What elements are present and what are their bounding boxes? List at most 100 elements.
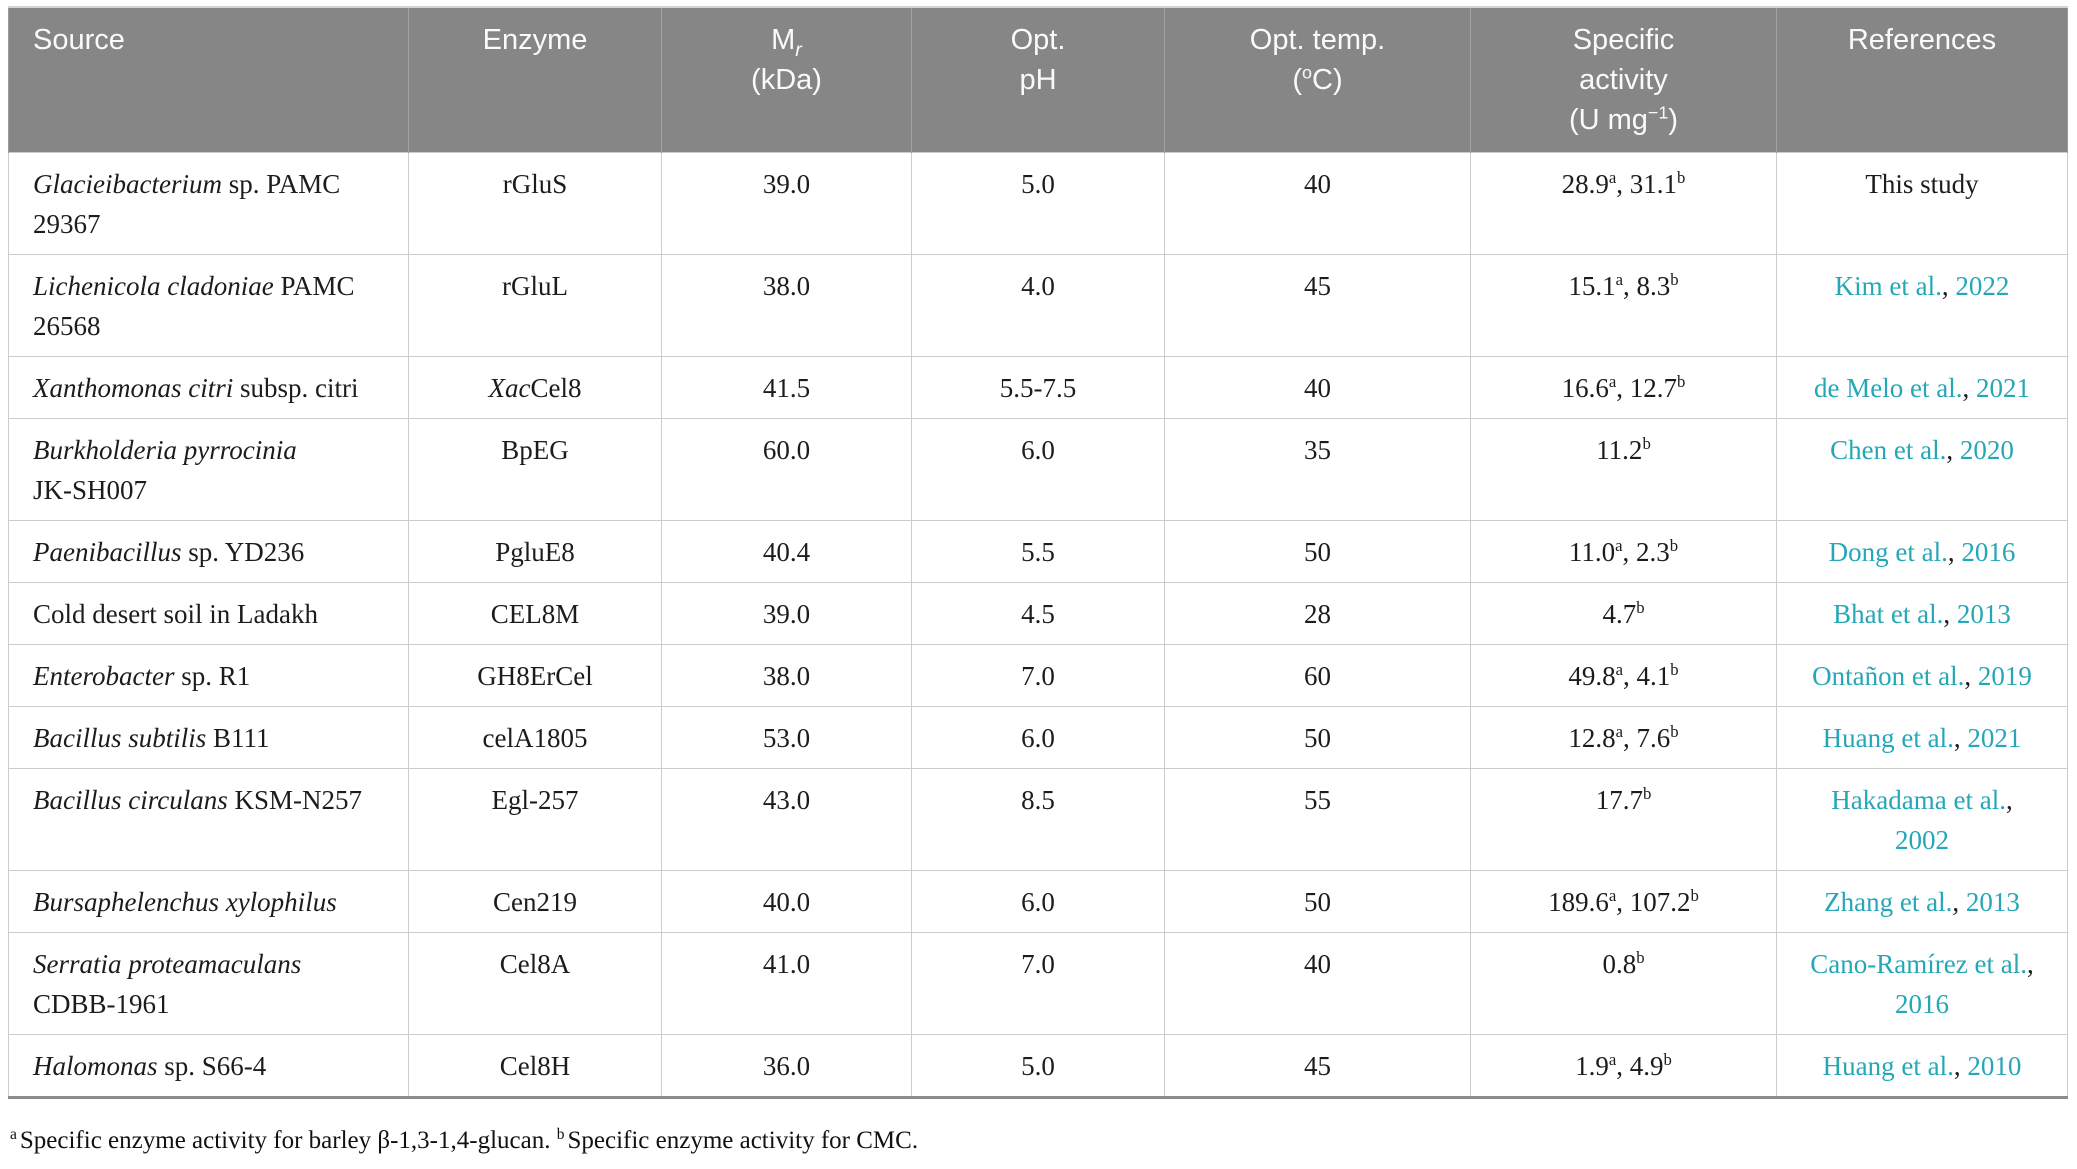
text-segment: , xyxy=(1964,661,1978,691)
superscript-marker: b xyxy=(1636,598,1645,617)
reference-link[interactable]: de Melo et al. xyxy=(1814,373,1963,403)
text-segment: , xyxy=(1947,537,1962,567)
text-segment: JK-SH007 xyxy=(33,475,148,505)
reference-link[interactable]: 2016 xyxy=(1895,989,1949,1019)
superscript-marker: a xyxy=(1608,1050,1617,1069)
text-segment: Specific enzyme activity for barley β-1,… xyxy=(19,1127,557,1154)
text-segment: Bacillus subtilis xyxy=(33,723,207,753)
cell-mr: 40.4 xyxy=(661,520,912,583)
cell-opt-ph: 8.5 xyxy=(911,768,1165,871)
reference-link[interactable]: Ontañon et al. xyxy=(1812,661,1965,691)
text-segment: Cen219 xyxy=(493,887,577,917)
table-header: Source Enzyme Mr (kDa) Opt. pH Opt. temp. (oC) S… xyxy=(8,7,2068,153)
cell-source: Cold desert soil in Ladakh xyxy=(8,582,409,645)
cell-opt-ph: 6.0 xyxy=(911,706,1165,769)
text-segment: References xyxy=(1847,24,1997,56)
superscript-marker: a xyxy=(1615,270,1624,289)
reference-link[interactable]: Bhat et al. xyxy=(1833,599,1944,629)
column-header-opt-temp: Opt. temp. (oC) xyxy=(1164,7,1471,153)
text-segment: Bacillus circulans xyxy=(33,785,228,815)
table-row: Burkholderia pyrrocinia JK-SH007 BpEG 60.0… xyxy=(8,418,2068,521)
header-line: Enzyme xyxy=(417,20,653,60)
cell-opt-ph: 6.0 xyxy=(911,418,1165,521)
cell-source: Bursaphelenchus xylophilus xyxy=(8,870,409,933)
reference-link[interactable]: Dong et al. xyxy=(1828,537,1948,567)
text-segment: Burkholderia pyrrocinia xyxy=(33,435,297,465)
column-header-source: Source xyxy=(8,7,409,153)
text-segment: Cold desert soil in Ladakh xyxy=(33,599,318,629)
reference-link[interactable]: 2016 xyxy=(1961,537,2016,567)
cell-enzyme: CEL8M xyxy=(408,582,662,645)
cell-opt-ph: 5.0 xyxy=(911,152,1165,255)
cell-references: Dong et al., 2016 xyxy=(1776,520,2068,583)
reference-link[interactable]: 2002 xyxy=(1895,825,1949,855)
cell-opt-temp: 45 xyxy=(1164,254,1471,357)
cell-mr: 36.0 xyxy=(661,1034,912,1098)
cell-opt-temp: 28 xyxy=(1164,582,1471,645)
text-segment: celA1805 xyxy=(482,723,588,753)
text-segment: Cel8A xyxy=(499,949,571,979)
text-segment: Glacieibacterium xyxy=(33,169,222,199)
text-segment: sp. S66-4 xyxy=(157,1051,267,1081)
header-line: (U mg−1) xyxy=(1479,100,1768,140)
cell-enzyme: GH8ErCel xyxy=(408,644,662,707)
cell-enzyme: Cen219 xyxy=(408,870,662,933)
cell-specific-activity: 11.2b xyxy=(1470,418,1777,521)
cell-source: Enterobacter sp. R1 xyxy=(8,644,409,707)
reference-link[interactable]: Huang et al. xyxy=(1822,1051,1954,1081)
reference-link[interactable]: Zhang et al. xyxy=(1824,887,1953,917)
reference-link[interactable]: 2021 xyxy=(1967,723,2022,753)
reference-link[interactable]: 2013 xyxy=(1965,887,2020,917)
reference-link[interactable]: Hakadama et al. xyxy=(1831,785,2006,815)
cell-opt-temp: 50 xyxy=(1164,870,1471,933)
text-segment: Serratia proteamaculans xyxy=(33,949,302,979)
reference-link[interactable]: 2019 xyxy=(1977,661,2032,691)
text-segment: , xyxy=(1962,373,1976,403)
header-line: activity xyxy=(1479,60,1768,100)
cell-opt-ph: 5.0 xyxy=(911,1034,1165,1098)
cell-mr: 38.0 xyxy=(661,644,912,707)
cell-source: Serratia proteamaculans CDBB-1961 xyxy=(8,932,409,1035)
text-segment: , xyxy=(2005,785,2013,815)
reference-link[interactable]: 2013 xyxy=(1956,599,2011,629)
text-segment: CEL8M xyxy=(490,599,580,629)
reference-link[interactable]: Huang et al. xyxy=(1822,723,1954,753)
reference-link[interactable]: Chen et al. xyxy=(1830,435,1947,465)
cell-specific-activity: 4.7b xyxy=(1470,582,1777,645)
reference-link[interactable]: 2022 xyxy=(1955,271,2010,301)
table-row: Enterobacter sp. R1 GH8ErCel 38.0 7.0 60 49.8… xyxy=(8,644,2068,707)
cell-source: Paenibacillus sp. YD236 xyxy=(8,520,409,583)
header-line: pH xyxy=(920,60,1156,100)
reference-link[interactable]: 2021 xyxy=(1975,373,2030,403)
header-line: Source xyxy=(33,20,400,60)
cell-enzyme: Cel8H xyxy=(408,1034,662,1098)
cell-references: Chen et al., 2020 xyxy=(1776,418,2068,521)
text-segment: 28.9 xyxy=(1561,169,1609,199)
cell-mr: 41.5 xyxy=(661,356,912,419)
text-segment: Specific xyxy=(1572,24,1675,56)
reference-link[interactable]: 2020 xyxy=(1959,435,2014,465)
cell-enzyme: rGluL xyxy=(408,254,662,357)
reference-link[interactable]: 2010 xyxy=(1967,1051,2022,1081)
reference-link[interactable]: Cano-Ramírez et al. xyxy=(1810,949,2027,979)
text-segment: sp. R1 xyxy=(174,661,251,691)
text-segment: 49.8 xyxy=(1568,661,1616,691)
table-row: Glacieibacterium sp. PAMC 29367 rGluS 39.0… xyxy=(8,152,2068,255)
cell-mr: 39.0 xyxy=(661,152,912,255)
text-segment: , 8.3 xyxy=(1623,271,1671,301)
text-segment: PAMC 26568 xyxy=(33,271,355,341)
cell-references: Huang et al., 2021 xyxy=(1776,706,2068,769)
text-segment: PgluE8 xyxy=(495,537,575,567)
cell-mr: 60.0 xyxy=(661,418,912,521)
cell-specific-activity: 1.9a, 4.9b xyxy=(1470,1034,1777,1098)
cell-source: Bacillus circulans KSM-N257 xyxy=(8,768,409,871)
header-line: Opt. temp. xyxy=(1173,20,1462,60)
text-segment: pH xyxy=(1019,64,1057,96)
text-segment: 0.8 xyxy=(1602,949,1637,979)
text-segment: GH8ErCel xyxy=(477,661,593,691)
cell-source: Bacillus subtilis B111 xyxy=(8,706,409,769)
text-segment: Enterobacter xyxy=(33,661,175,691)
text-segment: CDBB-1961 xyxy=(33,989,170,1019)
reference-link[interactable]: Kim et al. xyxy=(1834,271,1942,301)
table-row: Paenibacillus sp. YD236 PgluE8 40.4 5.5 50 11… xyxy=(8,520,2068,583)
